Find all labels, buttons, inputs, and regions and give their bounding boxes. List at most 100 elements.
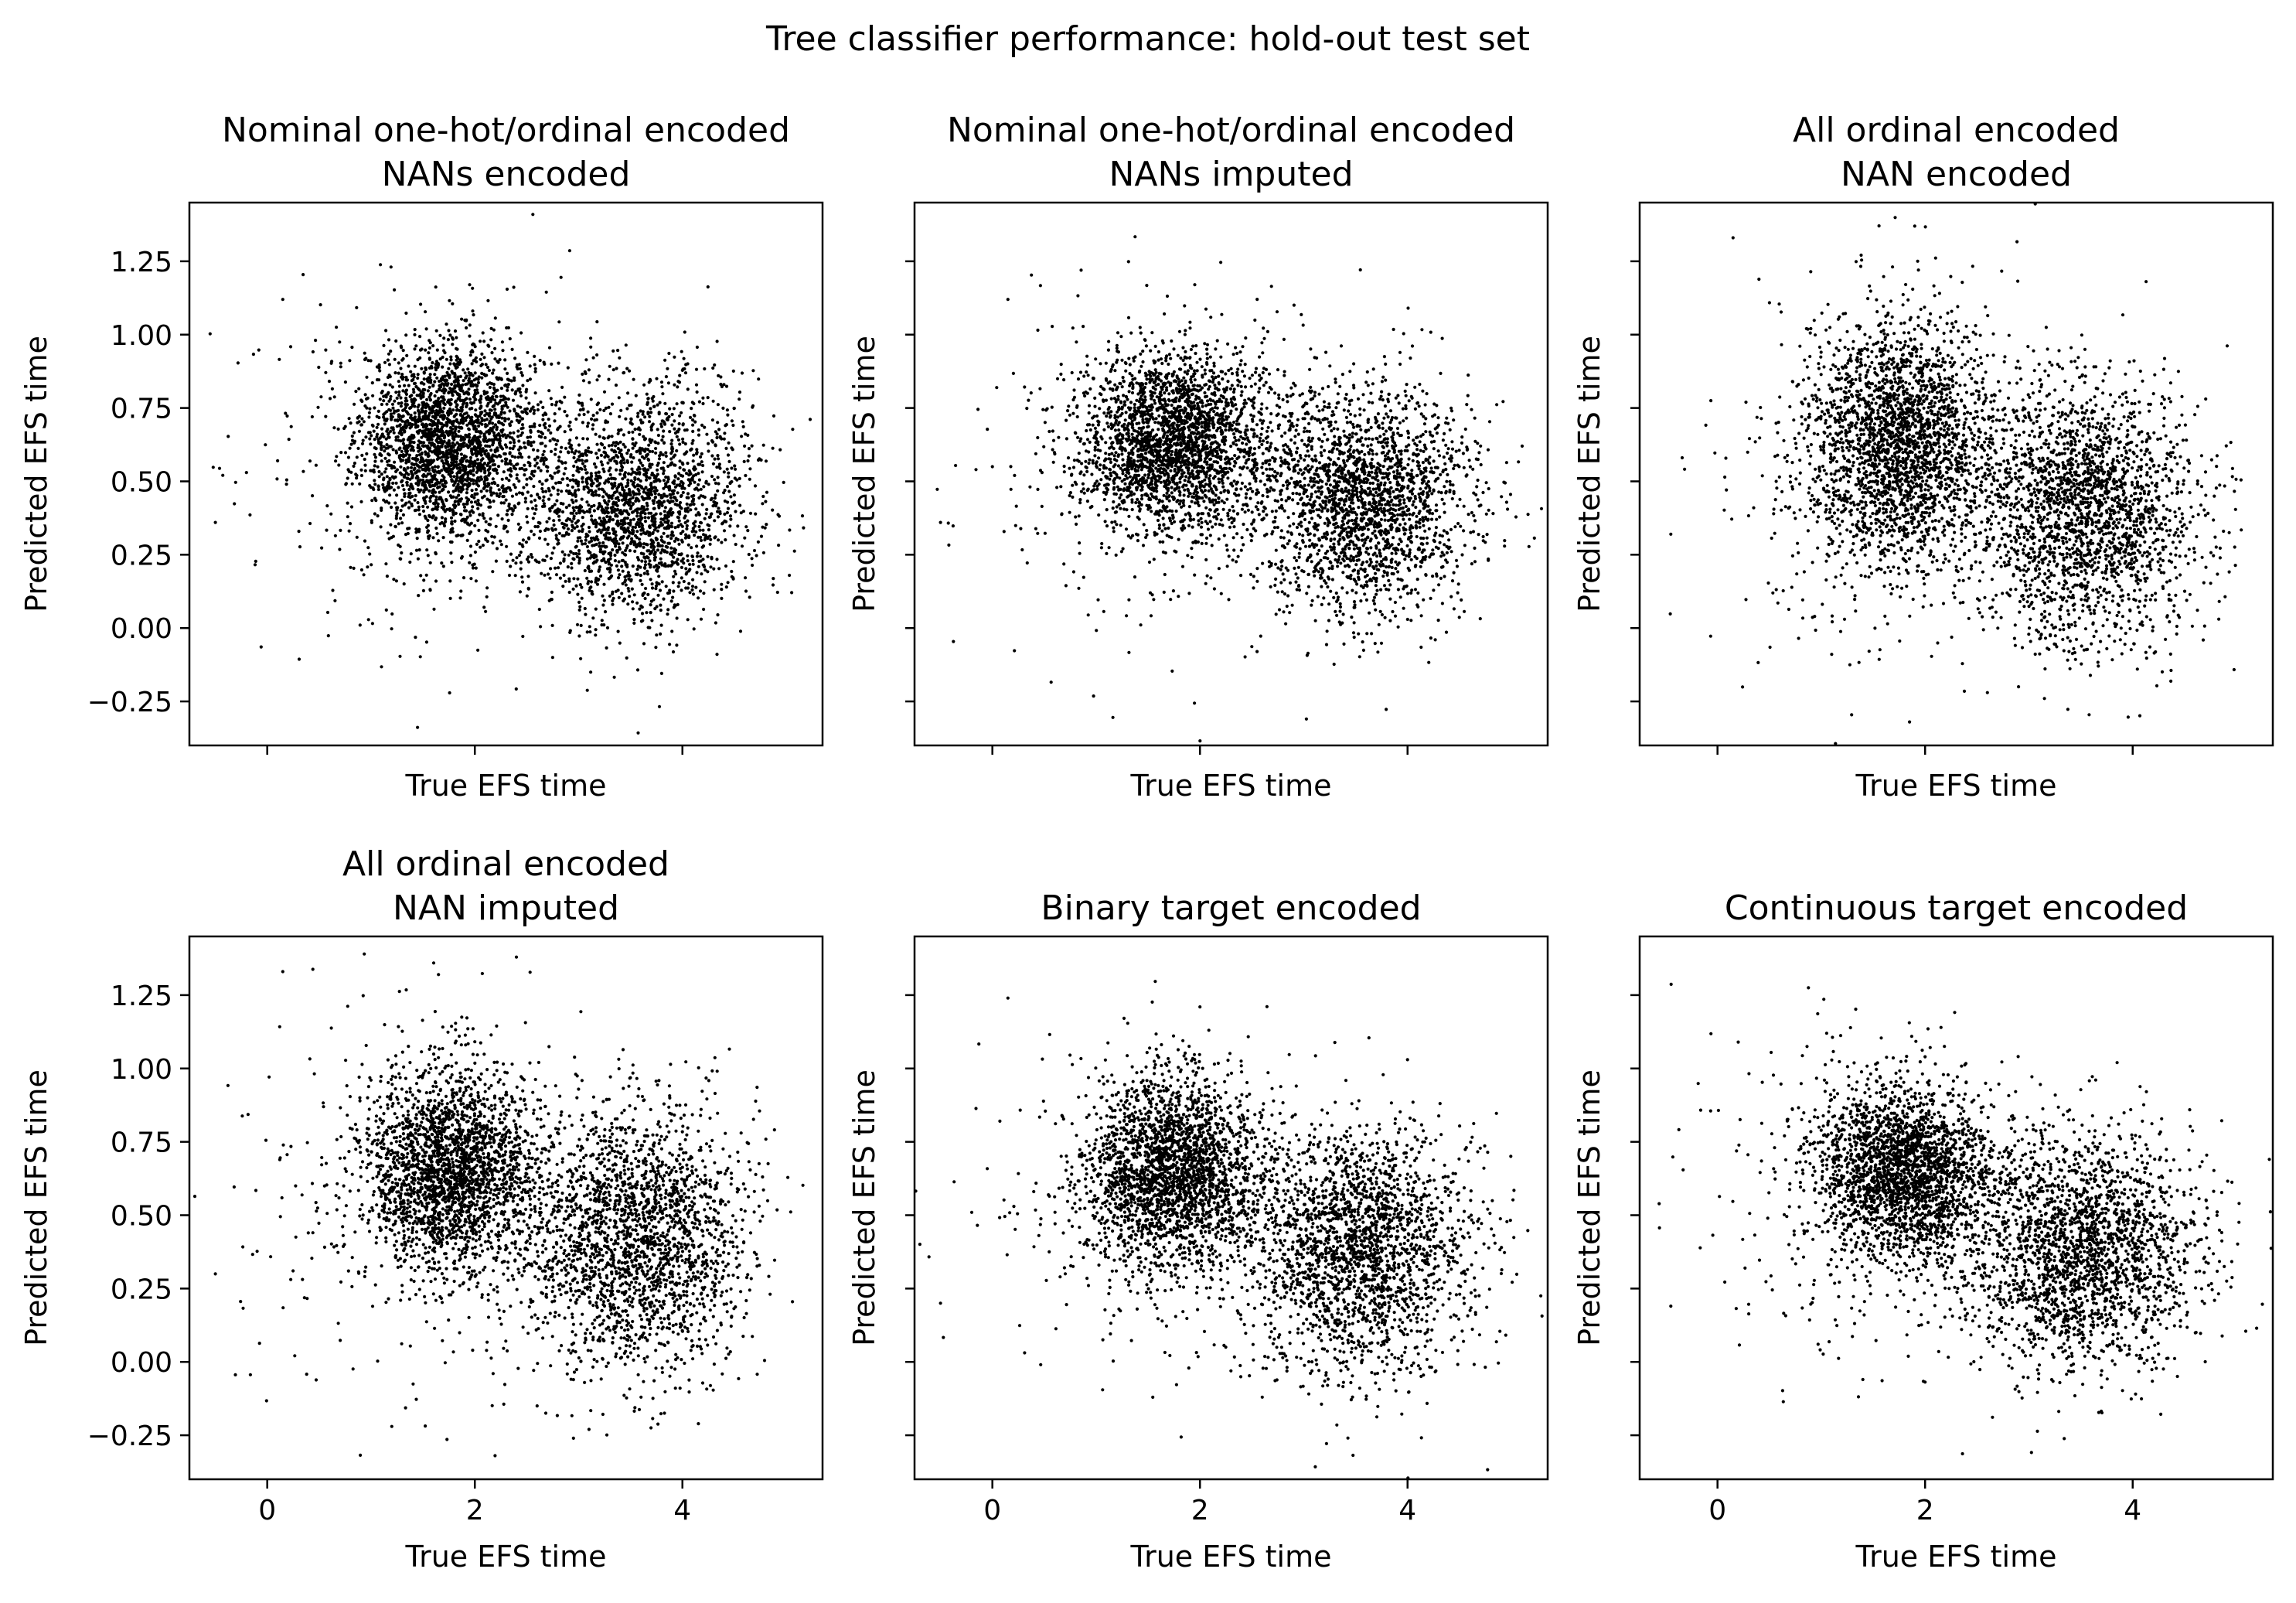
scatter-point (716, 454, 720, 458)
scatter-point (360, 417, 364, 421)
scatter-point (544, 465, 549, 469)
scatter-point (666, 534, 669, 538)
scatter-point (478, 421, 482, 425)
scatter-point (652, 489, 656, 493)
scatter-point (679, 523, 683, 527)
scatter-point (631, 430, 635, 434)
scatter-point (380, 472, 383, 476)
scatter-point (613, 507, 617, 511)
scatter-point (697, 524, 701, 529)
scatter-point (447, 367, 451, 370)
scatter-point (554, 537, 559, 541)
scatter-point (500, 459, 504, 463)
scatter-point (366, 546, 370, 550)
scatter-point (553, 412, 557, 416)
scatter-point (447, 431, 451, 435)
scatter-point (410, 397, 414, 401)
scatter-point (520, 580, 525, 584)
scatter-point (547, 424, 552, 428)
scatter-point (639, 604, 643, 608)
scatter-point (473, 388, 477, 393)
scatter-point (597, 487, 601, 491)
scatter-point (257, 348, 261, 352)
scatter-point (484, 396, 489, 400)
scatter-point (651, 515, 655, 519)
scatter-point (491, 439, 496, 444)
scatter-point (695, 452, 699, 455)
scatter-point (669, 546, 673, 550)
scatter-point (699, 617, 703, 621)
scatter-point (398, 544, 402, 548)
scatter-point (421, 394, 425, 399)
scatter-point (353, 461, 356, 466)
scatter-point (408, 496, 412, 500)
scatter-point (1308, 367, 1312, 371)
scatter-point (435, 532, 439, 536)
scatter-point (488, 500, 492, 504)
scatter-point (539, 435, 543, 439)
scatter-point (575, 622, 580, 626)
scatter-point (405, 403, 409, 407)
scatter-point (725, 408, 730, 412)
scatter-point (673, 419, 676, 423)
scatter-point (451, 453, 455, 457)
scatter-point (352, 566, 356, 571)
scatter-point (652, 499, 656, 503)
scatter-point (314, 463, 318, 467)
scatter-point (526, 506, 530, 511)
scatter-point (388, 397, 392, 401)
scatter-point (482, 356, 486, 360)
scatter-point (703, 517, 707, 520)
scatter-point (468, 483, 472, 486)
scatter-point (478, 446, 482, 451)
scatter-point (746, 529, 750, 533)
scatter-point (459, 589, 463, 593)
scatter-point (489, 408, 493, 412)
scatter-point (624, 553, 628, 557)
scatter-point (537, 607, 541, 612)
scatter-point (502, 501, 506, 505)
scatter-point (346, 476, 349, 480)
scatter-point (624, 578, 628, 582)
scatter-point (526, 379, 530, 383)
scatter-point (683, 367, 686, 371)
scatter-point (499, 398, 502, 402)
scatter-point (695, 390, 699, 394)
scatter-point (470, 478, 475, 482)
scatter-point (636, 542, 641, 546)
scatter-point (577, 548, 581, 553)
scatter-point (1221, 377, 1225, 381)
scatter-point (644, 486, 648, 489)
scatter-point (659, 512, 663, 516)
scatter-point (639, 518, 642, 522)
scatter-point (542, 495, 546, 499)
scatter-point (590, 493, 594, 496)
scatter-point (675, 643, 679, 647)
scatter-point (339, 528, 342, 533)
scatter-point (598, 565, 602, 569)
scatter-point (586, 421, 591, 425)
scatter-point (344, 482, 348, 486)
scatter-point (430, 366, 434, 370)
scatter-point (669, 599, 673, 603)
scatter-point (598, 550, 602, 554)
scatter-point (517, 363, 521, 367)
scatter-point (630, 467, 634, 471)
scatter-point (595, 320, 599, 324)
scatter-point (405, 399, 409, 403)
scatter-point (481, 544, 485, 547)
scatter-point (380, 665, 383, 669)
scatter-point (346, 455, 350, 459)
scatter-point (486, 452, 490, 456)
scatter-point (589, 450, 593, 455)
scatter-point (275, 477, 279, 481)
scatter-point (482, 517, 486, 520)
scatter-point (551, 486, 555, 489)
scatter-point (702, 485, 706, 489)
scatter-point (343, 380, 347, 384)
scatter-point (663, 358, 667, 362)
scatter-point (611, 592, 615, 596)
scatter-point (551, 528, 555, 532)
scatter-point (516, 462, 519, 466)
